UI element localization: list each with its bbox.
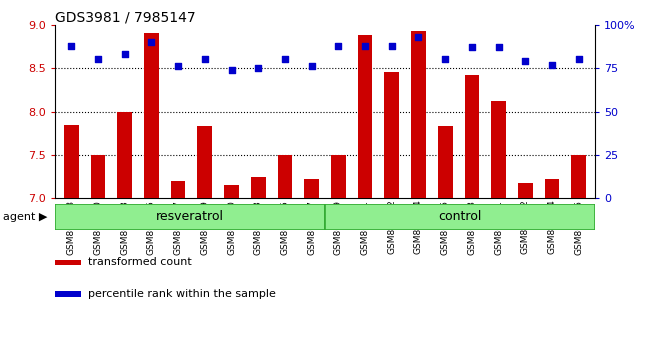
Bar [358,35,372,198]
Point [547,62,557,68]
Point [493,45,504,50]
Text: GDS3981 / 7985147: GDS3981 / 7985147 [55,11,196,25]
Bar [251,177,266,198]
Text: control: control [438,210,482,223]
Text: resveratrol: resveratrol [156,210,224,223]
Point [280,57,290,62]
Text: agent ▶: agent ▶ [3,212,47,222]
Point [333,43,344,48]
Point [440,57,450,62]
Bar [55,259,81,265]
Point [173,64,183,69]
Bar [518,183,532,198]
Point [306,64,317,69]
Point [253,65,263,71]
Point [120,51,130,57]
Bar [55,204,325,230]
Bar [331,155,346,198]
Bar [224,185,239,198]
Bar [118,112,132,198]
Bar [571,155,586,198]
Bar [491,101,506,198]
Point [520,58,530,64]
Bar [171,181,185,198]
Point [93,57,103,62]
Point [387,43,397,48]
Bar [438,126,452,198]
Bar [545,179,560,198]
Point [200,57,210,62]
Point [360,43,370,48]
Point [66,43,77,48]
Bar [144,33,159,198]
Point [573,57,584,62]
Bar [278,155,292,198]
Bar [325,204,595,230]
Point [146,39,157,45]
Bar [90,155,105,198]
Point [413,34,424,40]
Text: transformed count: transformed count [88,257,192,267]
Bar [384,73,399,198]
Bar [465,75,479,198]
Point [467,45,477,50]
Bar [411,31,426,198]
Bar [55,291,81,297]
Bar [64,125,79,198]
Point [226,67,237,73]
Bar [304,179,319,198]
Text: percentile rank within the sample: percentile rank within the sample [88,289,276,299]
Bar [198,126,212,198]
